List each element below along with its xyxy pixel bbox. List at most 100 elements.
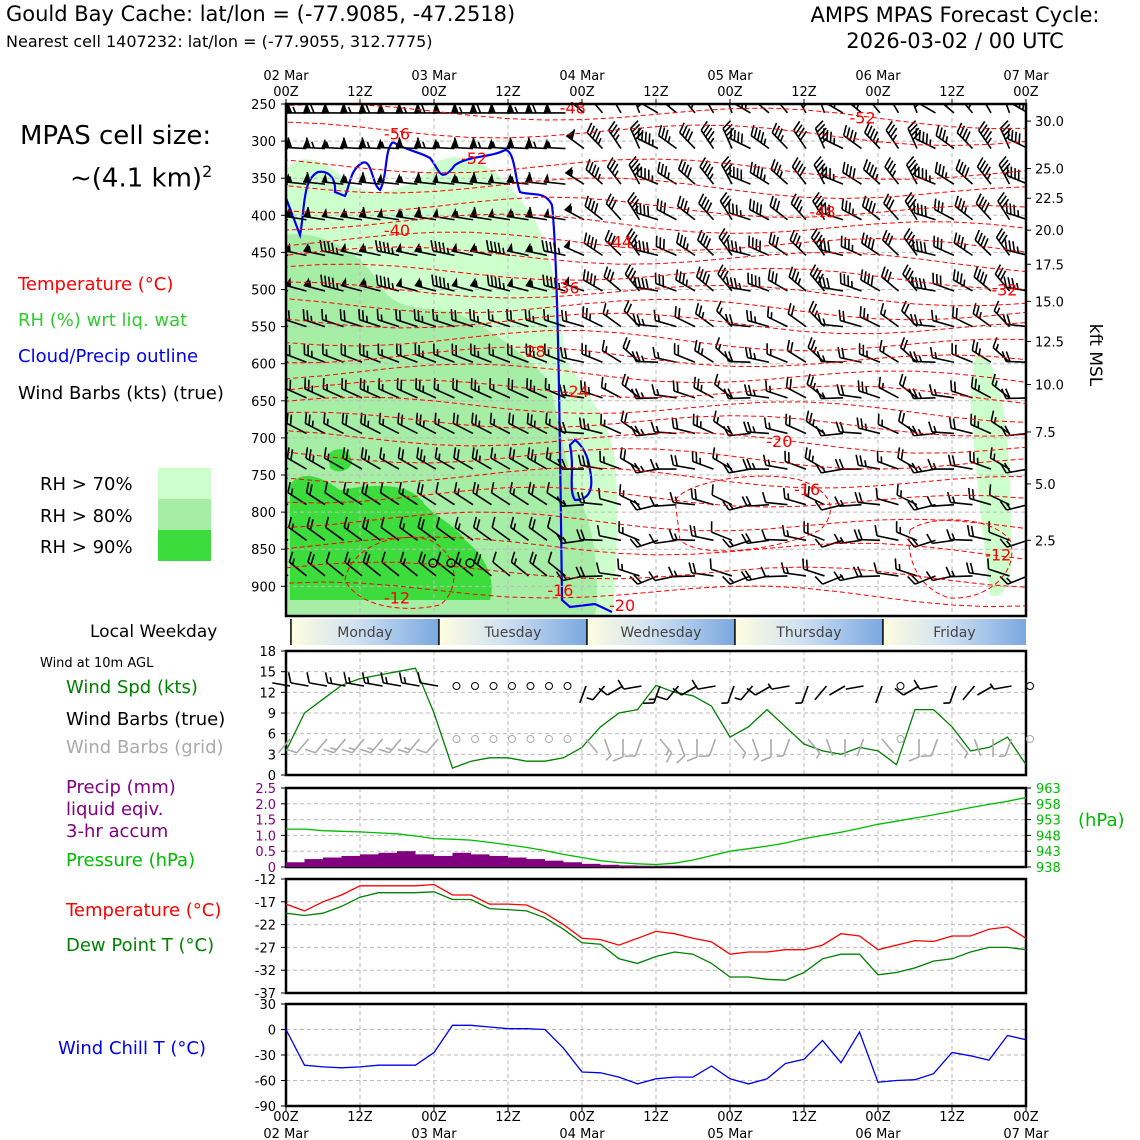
temperature-contour (286, 281, 1026, 307)
barb-full (593, 239, 598, 250)
barb-staff (563, 282, 585, 292)
barb-full (976, 157, 984, 168)
barb-half (457, 488, 460, 496)
barb-full (842, 161, 846, 173)
barb-full (953, 381, 957, 393)
barb-staff (677, 738, 686, 757)
barb-full (378, 378, 381, 389)
barb-half (811, 455, 815, 463)
barb-full (512, 449, 516, 461)
barb-full (633, 276, 638, 288)
wind-barb-true (977, 685, 994, 696)
wind-barb (488, 343, 511, 363)
wind-barb (748, 198, 770, 221)
barb-full (692, 562, 697, 574)
barb-full (1011, 277, 1015, 289)
barb-full (705, 127, 713, 138)
barb-full (761, 529, 767, 540)
wind-barb-true (361, 672, 383, 687)
barb-full (681, 125, 688, 136)
y-tick-label: 18 (259, 645, 276, 660)
barb-flag (414, 277, 421, 287)
barb-full (955, 159, 961, 170)
barb-full (827, 241, 831, 253)
barb-half (326, 418, 329, 426)
barb-staff (751, 104, 770, 114)
x-tick-date: 03 Mar (411, 1127, 457, 1140)
barb-full (749, 161, 754, 173)
barb-staff (364, 682, 383, 687)
barb-full (594, 167, 600, 178)
barb-flag (303, 138, 310, 148)
barb-full (1005, 351, 1011, 362)
barb-half (686, 207, 690, 214)
wind-barb (321, 173, 344, 185)
barb-full (597, 487, 601, 499)
wind-barb (638, 104, 659, 114)
wind-barb (288, 551, 308, 577)
barb-full (763, 417, 767, 429)
barb-full (795, 199, 803, 210)
temperature-line (285, 883, 1027, 955)
wind-barb-grid (698, 738, 717, 758)
barb-full (287, 481, 291, 493)
barb-staff (936, 104, 955, 114)
barb-full (765, 380, 768, 392)
barb-half (763, 174, 766, 182)
barb-full (983, 202, 990, 213)
wind-barb (712, 447, 733, 470)
barb-half (366, 385, 369, 393)
wind-barb (927, 421, 955, 435)
wind-barb (749, 161, 770, 185)
barb-full (902, 376, 907, 387)
barb-full (699, 157, 707, 168)
barb-full (511, 414, 515, 426)
barb-full (748, 347, 753, 359)
wind-barb (744, 346, 770, 364)
kft-tick-label: 7.5 (1035, 426, 1056, 441)
barb-flag (359, 277, 366, 287)
wind-barb (358, 242, 381, 257)
wind-barb (526, 378, 548, 399)
kft-tick-label: 2.5 (1035, 534, 1056, 549)
barb-half (674, 496, 678, 504)
barb-full (768, 232, 773, 244)
barb-full (740, 133, 744, 145)
barb-full (940, 238, 943, 250)
weekday-name: Tuesday (483, 625, 541, 641)
wind-barb (873, 562, 899, 577)
barb-half (269, 384, 274, 390)
pressure-tick-label: 350 (251, 172, 276, 187)
barb-flag (395, 242, 402, 253)
barb-full (472, 137, 478, 148)
wind-barb (990, 410, 1010, 435)
barb-full (635, 202, 638, 214)
barb-full (908, 198, 917, 209)
wind-barb (303, 343, 326, 363)
barb-full (557, 458, 563, 470)
barb-full (914, 277, 919, 289)
barb-half (597, 173, 601, 181)
barb-half (963, 279, 966, 287)
time-tick-top-label: 00Z (421, 85, 447, 100)
temperature-contour (286, 379, 1026, 404)
wind-barb (508, 412, 529, 435)
barb-full (726, 239, 730, 251)
wind-barb (841, 198, 862, 221)
barb-full (761, 491, 767, 503)
barb-full (696, 378, 700, 390)
barb-full (556, 533, 563, 544)
barb-full (1014, 131, 1018, 143)
barb-staff (711, 494, 733, 506)
barb-full (813, 231, 821, 242)
wind-barb (852, 566, 881, 578)
barb-full (676, 755, 686, 764)
barb-half (996, 307, 1001, 314)
barb-full (524, 309, 527, 320)
calm-marker-grid (471, 735, 479, 743)
barb-staff (654, 503, 677, 508)
wind-barb (742, 458, 769, 470)
barb-staff (977, 685, 994, 696)
barb-half (382, 453, 386, 461)
barb-full (307, 379, 310, 391)
